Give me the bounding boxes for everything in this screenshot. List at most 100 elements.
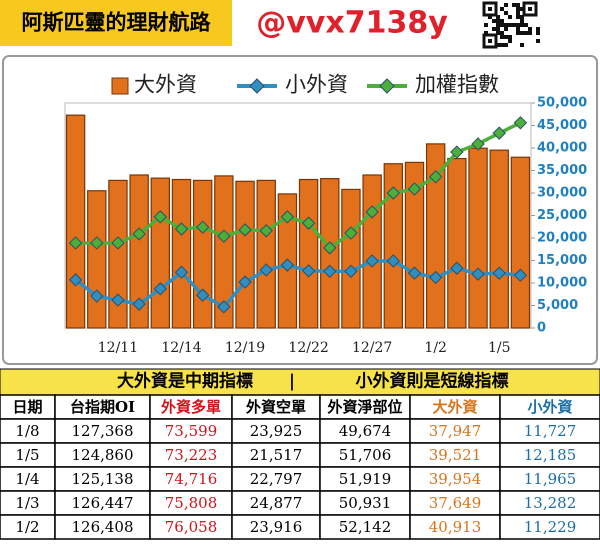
table-cell — [0, 514, 56, 540]
cell-text: 39,954 — [429, 470, 482, 488]
legend-label: 加權指數 — [415, 73, 499, 97]
column-header: 外資空單 — [245, 398, 306, 416]
qr-cell — [520, 15, 524, 19]
table-cell — [499, 514, 600, 540]
line-marker — [323, 264, 337, 279]
column-header: 外資多單 — [160, 398, 221, 416]
table-cell — [499, 394, 600, 420]
qr-cell — [492, 19, 496, 23]
table-cell — [149, 514, 233, 540]
banner-text: 大外資是中期指標 — [117, 371, 253, 392]
bar — [298, 178, 319, 329]
site-title: 阿斯匹靈的理財航路 — [22, 10, 212, 35]
cell-text: 51,706 — [339, 446, 392, 464]
qr-cell — [496, 23, 500, 27]
table-cell — [54, 418, 151, 444]
bar — [256, 179, 276, 329]
cell-text: 1/8 — [15, 422, 39, 440]
x-tick-label: 12/27 — [352, 340, 392, 356]
qr-cell — [516, 7, 520, 11]
legend-marker — [249, 78, 265, 94]
table-cell — [0, 394, 56, 420]
table-cell — [0, 466, 56, 492]
line-marker — [407, 266, 422, 280]
qr-cell — [512, 3, 516, 7]
line-marker — [492, 126, 506, 140]
banner-text: | — [289, 372, 295, 392]
y-tick-label: 15,000 — [537, 253, 587, 268]
bar — [383, 163, 404, 329]
cell-text: 75,808 — [165, 494, 218, 512]
bar — [341, 188, 361, 329]
qr-cell — [496, 31, 500, 35]
qr-cell — [484, 23, 488, 27]
y-tick-label: 0 — [537, 321, 546, 336]
qr-cell — [516, 23, 520, 27]
qr-cell — [504, 27, 508, 31]
line-marker — [90, 236, 104, 250]
bar — [468, 147, 488, 329]
qr-cell — [504, 35, 508, 39]
qr-cell — [500, 35, 504, 39]
cell-text: 1/3 — [15, 494, 39, 512]
cell-text: 125,138 — [71, 470, 133, 488]
cell-text: 22,797 — [250, 470, 303, 488]
y-tick-label: 5,000 — [537, 298, 578, 313]
legend-swatch — [111, 77, 129, 95]
bar — [235, 180, 255, 329]
qr-cell — [496, 43, 500, 47]
qr-cell — [516, 31, 520, 35]
cell-text: 76,058 — [165, 518, 218, 536]
table-cell — [54, 514, 151, 540]
qr-cell — [500, 43, 504, 47]
qr-cell — [516, 27, 520, 31]
line-marker — [238, 275, 252, 289]
bar — [171, 178, 192, 329]
qr-cell — [504, 23, 508, 27]
line-marker — [111, 236, 125, 250]
bar — [150, 177, 171, 329]
line-marker — [471, 267, 485, 281]
bar — [65, 114, 86, 329]
line-marker — [365, 205, 379, 219]
qr-cell — [508, 15, 512, 19]
qr-cell — [516, 15, 520, 19]
x-tick-label: 12/19 — [225, 340, 265, 356]
qr-cell — [520, 31, 524, 35]
table-cell — [409, 418, 501, 444]
qr-cell — [492, 27, 496, 31]
qr-cell — [496, 27, 500, 31]
line-marker — [195, 288, 210, 302]
line-marker — [68, 236, 83, 250]
qr-cell — [516, 11, 520, 15]
y-tick-label: 40,000 — [537, 141, 587, 156]
legend-label: 大外資 — [134, 73, 197, 97]
line-marker — [217, 300, 231, 314]
cell-text: 73,599 — [165, 422, 218, 440]
cell-text: 39,521 — [429, 446, 482, 464]
table-cell — [231, 490, 321, 516]
qr-finder-dot — [528, 7, 532, 11]
line-marker — [450, 261, 464, 275]
y-tick-label: 25,000 — [537, 208, 587, 223]
line-marker — [407, 182, 422, 196]
qr-cell — [496, 15, 500, 19]
x-tick-label: 12/11 — [98, 340, 138, 356]
y-tick-label: 30,000 — [537, 186, 587, 201]
cell-text: 51,919 — [339, 470, 392, 488]
cell-text: 126,408 — [71, 518, 133, 536]
column-header: 大外資 — [432, 398, 477, 416]
line-marker — [344, 226, 358, 240]
cell-text: 49,674 — [339, 422, 392, 440]
line-marker — [153, 210, 168, 224]
qr-code — [482, 1, 542, 49]
cell-text: 23,925 — [250, 422, 303, 440]
cell-text: 124,860 — [71, 446, 133, 464]
qr-cell — [536, 39, 540, 43]
qr-cell — [524, 31, 528, 35]
qr-cell — [508, 39, 512, 43]
bar — [510, 156, 531, 329]
bar — [425, 143, 446, 329]
qr-cell — [500, 7, 504, 11]
